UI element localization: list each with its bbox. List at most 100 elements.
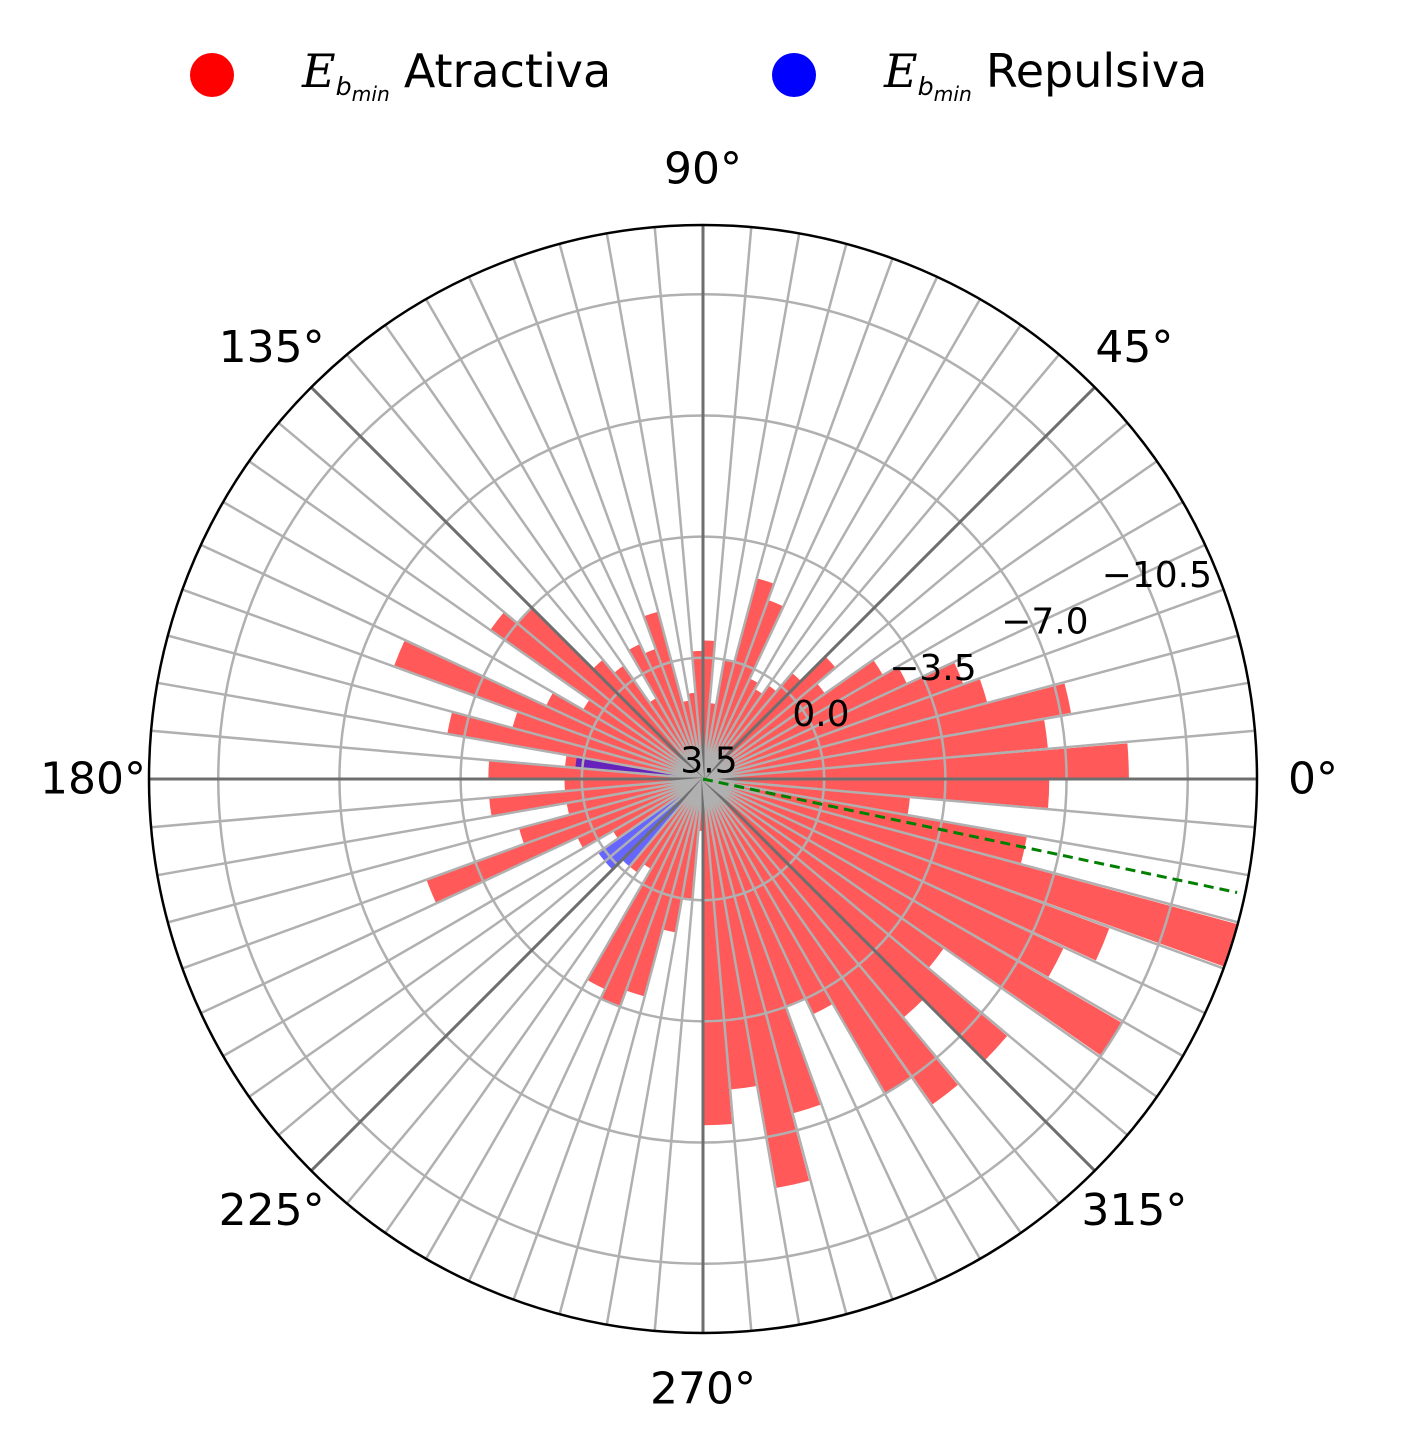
angular-gridline-15 [702,634,1239,781]
angular-gridline-20 [702,588,1225,781]
angular-gridline-330 [702,777,1184,1058]
angular-gridline-190 [157,777,704,877]
angular-gridline-100 [605,233,705,780]
angular-gridline-340 [702,777,1225,970]
angular-gridline-120 [424,298,705,780]
angular-gridline-195 [167,777,704,924]
angular-gridline-85 [701,227,753,780]
angular-gridline-265 [653,778,705,1331]
bar-atractiva-28 [490,612,703,779]
angular-gridline-355 [702,777,1255,829]
reference-line-layer [702,777,1238,894]
radial-tick-label-4: −10.5 [1102,555,1212,596]
bar-atractiva-56 [703,779,833,1014]
angular-gridline-200 [181,777,704,970]
bar-atractiva-64 [703,779,1110,961]
angular-tick-label-270: 270° [650,1364,756,1415]
bar-atractiva-61 [703,779,944,968]
angular-gridline-155 [200,543,704,781]
bar-atractiva-8 [703,657,836,779]
reference-line [702,777,1238,894]
angular-tick-label-0: 0° [1288,754,1338,805]
radial-tick-label-2: −3.5 [889,648,976,689]
angular-tick-label-90: 90° [664,144,742,195]
bar-atractiva-45 [587,779,703,989]
angular-gridline-5 [702,729,1255,781]
angular-gridline-295 [701,778,939,1282]
angular-gridline-95 [653,227,705,780]
legend-subsub: min [351,82,390,107]
legend-marker-blue [772,53,816,97]
angular-gridline-285 [701,778,848,1315]
polar-frame [147,223,1259,1335]
angular-gridline-240 [424,778,705,1260]
grid-layer [147,223,1259,1335]
angular-gridline-275 [701,778,753,1331]
legend-subsub: min [933,82,972,107]
bar-atractiva-62 [703,779,1122,1056]
angular-gridline-260 [605,778,705,1325]
bar-atractiva-65 [703,779,1238,967]
angular-gridline-220 [277,778,704,1137]
angular-gridline-255 [558,778,705,1315]
bar-atractiva-7 [703,683,825,779]
angular-major-gridline-225 [310,777,705,1172]
angular-gridline-10 [702,681,1249,781]
angular-tick-label-225: 225° [219,1185,325,1236]
legend-item-repulsiva: Ebmin Repulsiva [772,40,1207,110]
angular-gridline-160 [181,588,704,781]
radial-tick-label-1: 0.0 [792,694,849,735]
angular-gridline-230 [345,778,704,1205]
angular-gridline-30 [702,500,1184,781]
angular-gridline-115 [467,276,705,780]
angular-gridline-105 [558,243,705,780]
labels-layer: 0° 45° 90° 135° 180° 225° 270° 315° 3.5 0.0 −3.5 −7… [40,144,1338,1415]
angular-gridline-170 [157,681,704,781]
angular-gridline-165 [167,634,704,781]
angular-gridline-210 [222,777,704,1058]
angular-major-gridline-315 [701,777,1096,1172]
angular-gridline-310 [702,778,1061,1205]
bar-atractiva-31 [394,641,703,779]
angular-gridline-320 [702,778,1129,1137]
angular-gridline-125 [384,324,705,780]
angular-gridline-290 [701,778,894,1301]
angular-gridline-110 [512,257,705,780]
angular-gridline-300 [701,778,982,1260]
angular-gridline-350 [702,777,1249,877]
angular-tick-label-135: 135° [219,322,325,373]
legend-label-atractiva: Ebmin Atractiva [302,44,611,107]
angular-gridline-345 [702,777,1239,924]
angular-gridline-215 [248,777,704,1098]
angular-gridline-245 [467,778,705,1282]
angular-gridline-250 [512,778,705,1301]
angular-gridline-175 [151,729,704,781]
angular-tick-label-180: 180° [40,754,146,805]
angular-gridline-75 [701,243,848,780]
bar-atractiva-63 [703,779,1064,977]
angular-gridline-280 [701,778,801,1325]
angular-gridline-235 [384,778,705,1234]
angular-gridline-150 [222,500,704,781]
angular-gridline-70 [701,257,894,780]
legend-sub: b [917,72,934,102]
angular-tick-label-45: 45° [1095,322,1173,373]
angular-gridline-50 [702,353,1061,780]
radial-tick-label-3: −7.0 [1001,601,1088,642]
legend-symbol: E [884,43,918,98]
angular-major-gridline-135 [310,386,705,781]
angular-gridline-130 [345,353,704,780]
angular-gridline-65 [701,276,939,780]
legend-symbol: E [302,43,336,98]
angular-gridline-185 [151,777,704,829]
bar-atractiva-27 [517,608,703,779]
angular-gridline-205 [200,777,704,1015]
legend-text: Atractiva [403,43,612,98]
angular-gridline-80 [701,233,801,780]
angular-tick-label-315: 315° [1081,1185,1187,1236]
angular-gridline-55 [701,324,1022,780]
angular-gridline-335 [702,777,1206,1015]
angular-gridline-40 [702,421,1129,780]
legend-text: Repulsiva [985,43,1208,98]
